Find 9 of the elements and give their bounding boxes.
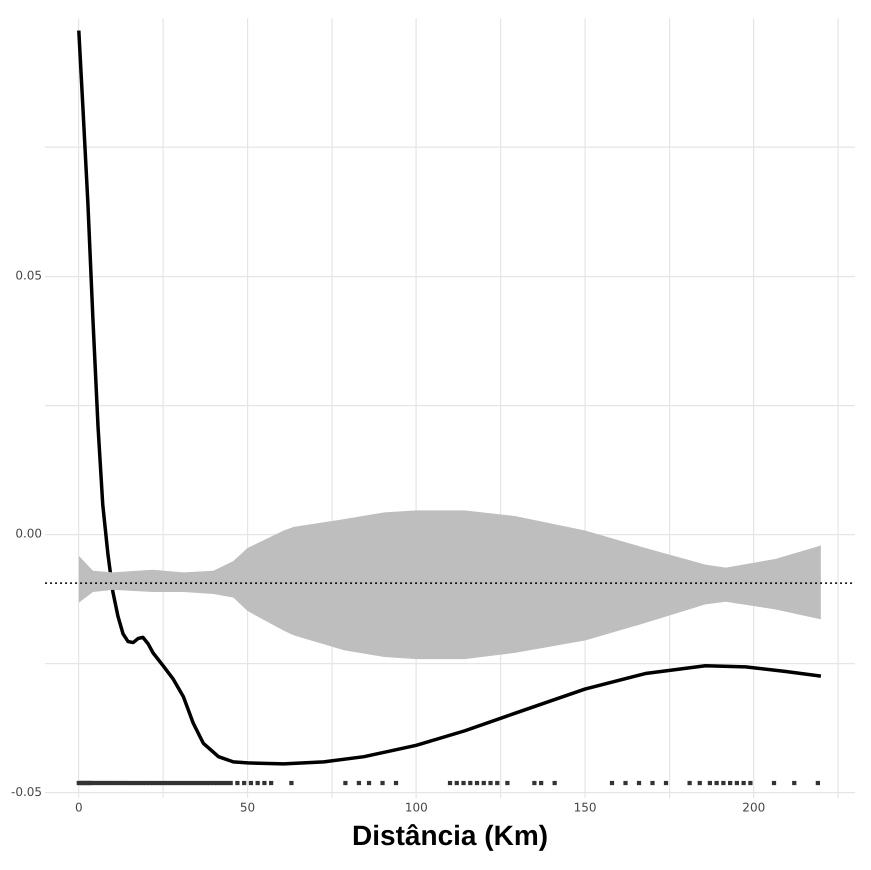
x-tick-label: 200: [742, 800, 766, 814]
x-axis-title: Distância (Km): [352, 820, 548, 851]
x-tick-label: 150: [574, 800, 596, 814]
y-tick-label: 0.05: [15, 268, 42, 283]
x-tick-label: 50: [240, 800, 256, 814]
y-tick-label: 0.00: [15, 526, 42, 541]
x-tick-label: 0: [74, 800, 83, 814]
x-tick-label: 100: [404, 800, 428, 814]
y-tick-label: -0.05: [10, 784, 42, 799]
